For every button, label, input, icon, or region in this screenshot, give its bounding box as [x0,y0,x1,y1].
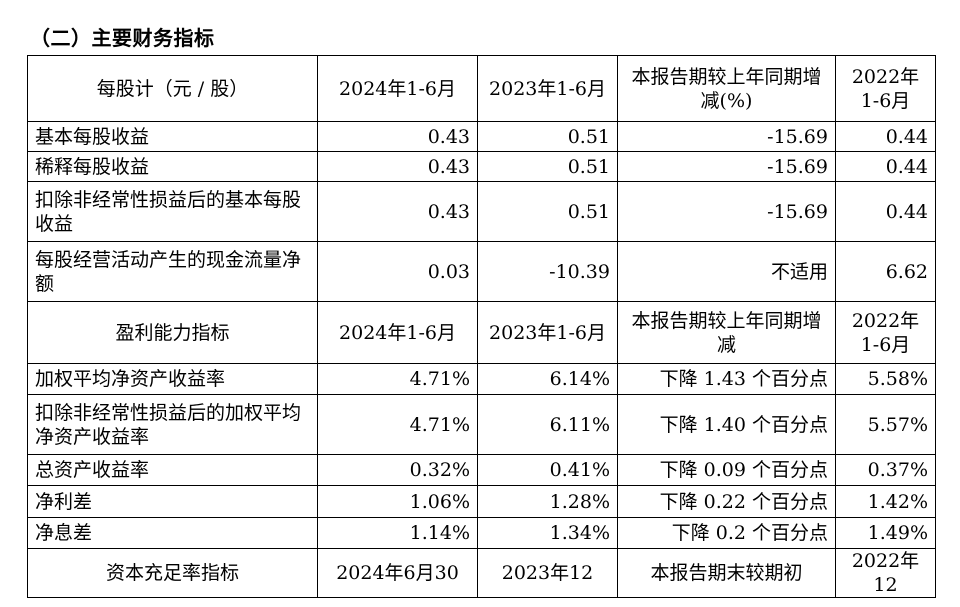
cell-change: 下降 0.22 个百分点 [617,485,836,518]
cell-2023h1: 0.51 [477,151,618,182]
cell-2024h1: 4.71% [317,363,478,395]
header-cell-change: 本报告期较上年同期增减(%) [617,55,836,122]
cell-2023h1: 6.11% [477,394,618,455]
table-row: 扣除非经常性损益后的基本每股收益 0.43 0.51 -15.69 0.44 [27,181,936,242]
table-row: 扣除非经常性损益后的加权平均净资产收益率 4.71% 6.11% 下降 1.40… [27,394,936,455]
cell-2022h1: 0.37% [835,454,936,486]
cell-2022h1: 0.44 [835,121,936,152]
cell-2024h1: 0.32% [317,454,478,486]
table-row: 净利差 1.06% 1.28% 下降 0.22 个百分点 1.42% [27,485,936,518]
cell-change: -15.69 [617,151,836,182]
row-label: 净息差 [27,517,318,549]
header-cell-2023h1: 2023年1-6月 [477,301,618,364]
header-cell-2022h1: 2022年1-6月 [835,301,936,364]
cell-2023h1: 0.41% [477,454,618,486]
section-title: （二）主要财务指标 [30,26,215,50]
cell-2024h1: 0.43 [317,181,478,242]
cell-2024h1: 1.14% [317,517,478,549]
cell-change: 不适用 [617,241,836,302]
header-row-per-share: 每股计（元 / 股） 2024年1-6月 2023年1-6月 本报告期较上年同期… [27,55,936,122]
cell-2023h1: 6.14% [477,363,618,395]
header-cell-indicator: 每股计（元 / 股） [27,55,318,122]
table-row: 每股经营活动产生的现金流量净额 0.03 -10.39 不适用 6.62 [27,241,936,302]
header-cell-change: 本报告期末较期初 [617,548,836,598]
header-cell-indicator: 资本充足率指标 [27,548,318,598]
header-cell-indicator: 盈利能力指标 [27,301,318,364]
row-label: 总资产收益率 [27,454,318,486]
table-row: 稀释每股收益 0.43 0.51 -15.69 0.44 [27,151,936,182]
header-cell-2024h1: 2024年1-6月 [317,55,478,122]
cell-2023h1: 1.34% [477,517,618,549]
cell-change: 下降 1.43 个百分点 [617,363,836,395]
cell-2022h1: 5.57% [835,394,936,455]
row-label: 加权平均净资产收益率 [27,363,318,395]
row-label: 扣除非经常性损益后的基本每股收益 [27,181,318,242]
cell-2024h1: 0.03 [317,241,478,302]
table-row: 加权平均净资产收益率 4.71% 6.14% 下降 1.43 个百分点 5.58… [27,363,936,395]
header-row-profitability: 盈利能力指标 2024年1-6月 2023年1-6月 本报告期较上年同期增减 2… [27,301,936,364]
row-label: 稀释每股收益 [27,151,318,182]
cell-2022h1: 5.58% [835,363,936,395]
cell-2024h1: 1.06% [317,485,478,518]
header-cell-2022h1: 2022年1-6月 [835,55,936,122]
table-row: 基本每股收益 0.43 0.51 -15.69 0.44 [27,121,936,152]
header-row-capital-adequacy: 资本充足率指标 2024年6月30 2023年12 本报告期末较期初 2022年… [27,548,936,598]
cell-2022h1: 1.49% [835,517,936,549]
cell-change: -15.69 [617,181,836,242]
cell-change: -15.69 [617,121,836,152]
cell-2022h1: 1.42% [835,485,936,518]
cell-2022h1: 0.44 [835,151,936,182]
row-label: 净利差 [27,485,318,518]
table-row: 总资产收益率 0.32% 0.41% 下降 0.09 个百分点 0.37% [27,454,936,486]
row-label: 基本每股收益 [27,121,318,152]
header-cell-2024-end: 2024年6月30 [317,548,478,598]
cell-2023h1: -10.39 [477,241,618,302]
cell-change: 下降 1.40 个百分点 [617,394,836,455]
cell-2023h1: 1.28% [477,485,618,518]
cell-2024h1: 4.71% [317,394,478,455]
header-cell-2023-end: 2023年12 [477,548,618,598]
cell-change: 下降 0.2 个百分点 [617,517,836,549]
cell-2023h1: 0.51 [477,181,618,242]
cell-change: 下降 0.09 个百分点 [617,454,836,486]
cell-2023h1: 0.51 [477,121,618,152]
cell-2022h1: 6.62 [835,241,936,302]
table-row: 净息差 1.14% 1.34% 下降 0.2 个百分点 1.49% [27,517,936,549]
header-cell-2023h1: 2023年1-6月 [477,55,618,122]
row-label: 每股经营活动产生的现金流量净额 [27,241,318,302]
cell-2022h1: 0.44 [835,181,936,242]
header-cell-2024h1: 2024年1-6月 [317,301,478,364]
row-label: 扣除非经常性损益后的加权平均净资产收益率 [27,394,318,455]
cell-2024h1: 0.43 [317,121,478,152]
financial-indicators-table: 每股计（元 / 股） 2024年1-6月 2023年1-6月 本报告期较上年同期… [27,55,936,598]
header-cell-change: 本报告期较上年同期增减 [617,301,836,364]
header-cell-2022-end: 2022年12 [835,548,936,598]
cell-2024h1: 0.43 [317,151,478,182]
